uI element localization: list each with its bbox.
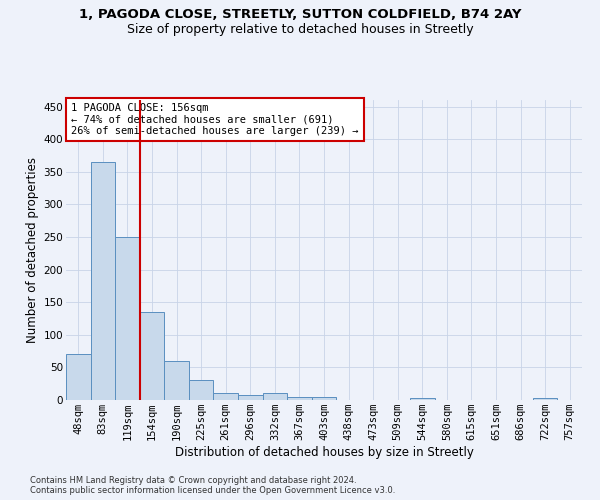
Text: Size of property relative to detached houses in Streetly: Size of property relative to detached ho… xyxy=(127,22,473,36)
Text: Contains HM Land Registry data © Crown copyright and database right 2024.
Contai: Contains HM Land Registry data © Crown c… xyxy=(30,476,395,495)
Bar xyxy=(164,361,189,400)
Bar xyxy=(91,162,115,400)
Y-axis label: Number of detached properties: Number of detached properties xyxy=(26,157,40,343)
Bar xyxy=(410,398,434,400)
Bar xyxy=(238,395,263,400)
Bar xyxy=(140,312,164,400)
Bar xyxy=(287,396,312,400)
Bar xyxy=(214,394,238,400)
Bar xyxy=(115,237,140,400)
Bar xyxy=(312,398,336,400)
Bar xyxy=(66,354,91,400)
Bar xyxy=(533,398,557,400)
Text: 1, PAGODA CLOSE, STREETLY, SUTTON COLDFIELD, B74 2AY: 1, PAGODA CLOSE, STREETLY, SUTTON COLDFI… xyxy=(79,8,521,20)
Bar xyxy=(263,394,287,400)
Bar xyxy=(189,380,214,400)
Text: 1 PAGODA CLOSE: 156sqm
← 74% of detached houses are smaller (691)
26% of semi-de: 1 PAGODA CLOSE: 156sqm ← 74% of detached… xyxy=(71,103,359,136)
X-axis label: Distribution of detached houses by size in Streetly: Distribution of detached houses by size … xyxy=(175,446,473,459)
